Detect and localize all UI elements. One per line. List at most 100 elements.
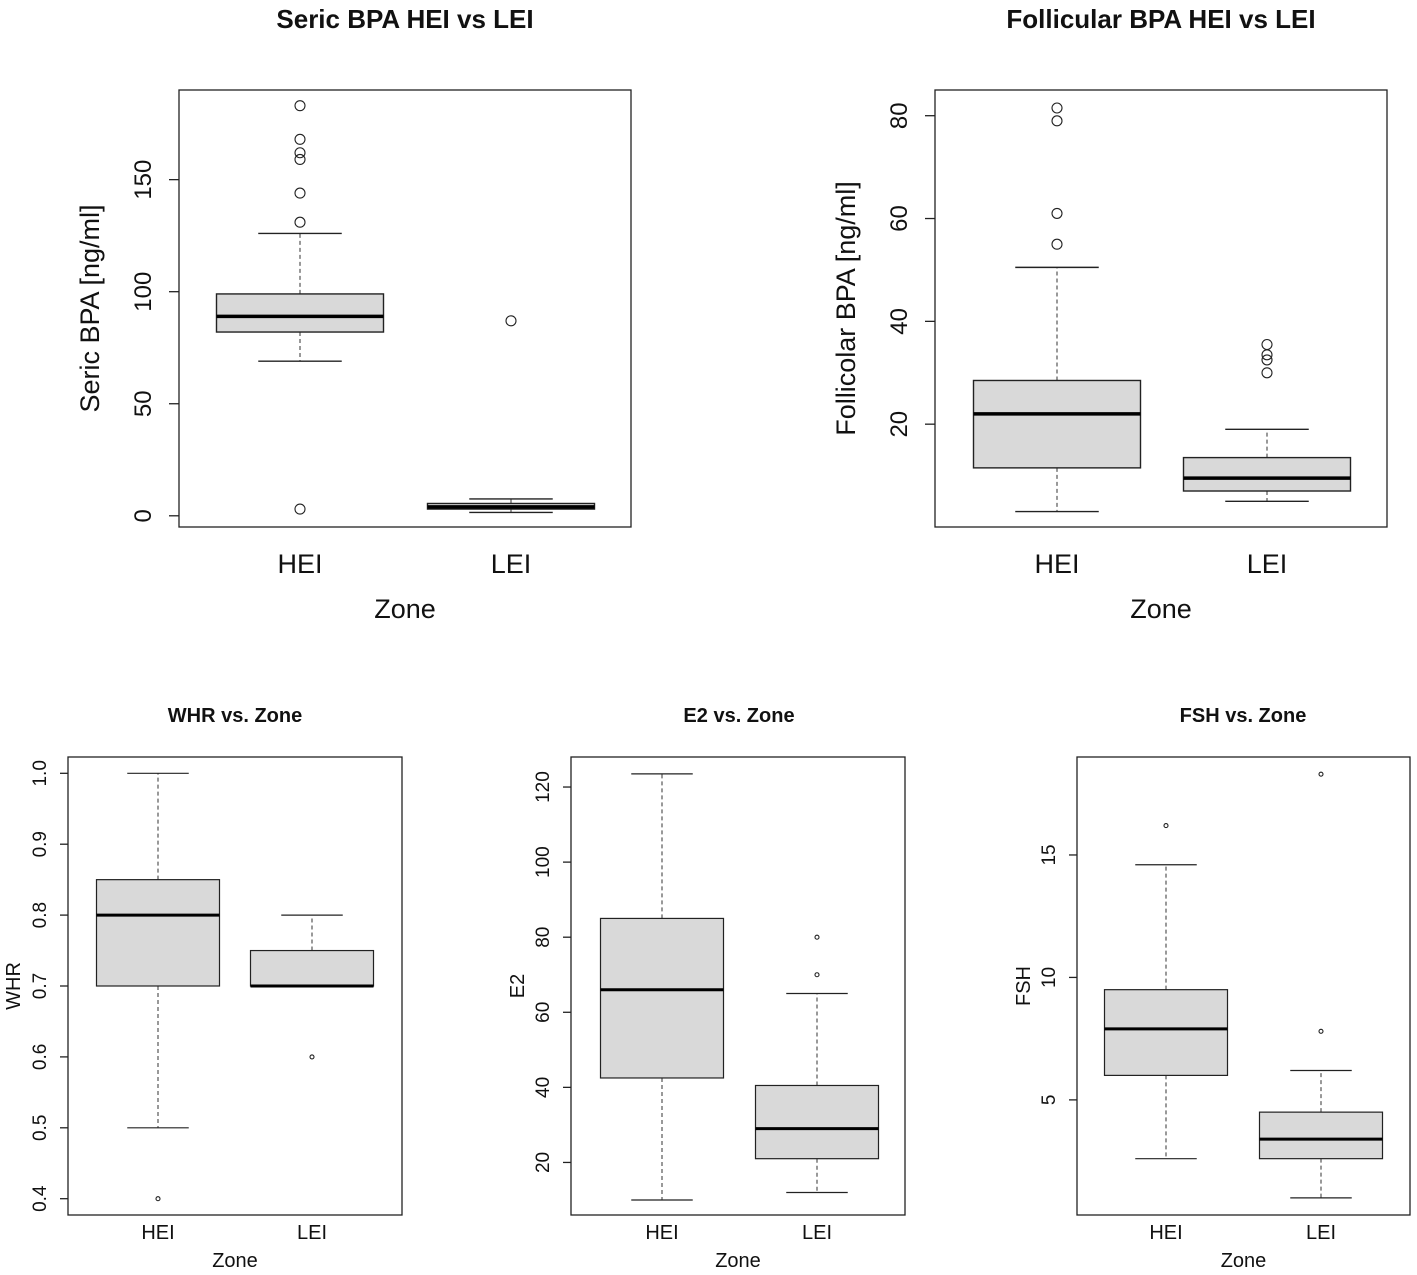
outlier-point [814, 972, 820, 978]
x-tick-label: HEI [645, 1222, 678, 1244]
box-iqr [249, 949, 375, 987]
box-hei [1103, 823, 1229, 1160]
x-tick-label: LEI [297, 1222, 327, 1244]
x-tick-label: LEI [1306, 1222, 1336, 1244]
y-tick-label: 0.7 [30, 973, 51, 999]
outlier-point [1051, 238, 1063, 250]
outlier-point [814, 934, 820, 940]
y-tick-label: 60 [886, 205, 913, 232]
y-tick-label: 120 [533, 771, 554, 803]
box-lei [754, 934, 880, 1194]
box-iqr [95, 879, 221, 987]
outlier-point [309, 1054, 315, 1060]
box-hei [599, 773, 725, 1201]
outlier-point [294, 153, 306, 166]
y-tick-label: 100 [130, 272, 157, 312]
y-axis-label: FSH [1013, 966, 1035, 1006]
outlier-point [505, 315, 517, 327]
x-tick-label: HEI [1149, 1222, 1182, 1244]
outlier-point [1051, 102, 1063, 114]
box-iqr [1258, 1111, 1384, 1160]
outlier-point [294, 216, 306, 228]
box-iqr [215, 293, 385, 333]
x-tick-label: HEI [1034, 549, 1079, 579]
y-axis-label: E2 [507, 974, 529, 998]
y-tick-label: 0.8 [30, 902, 51, 928]
chart-title: FSH vs. Zone [1180, 705, 1307, 727]
outlier-point [294, 503, 306, 515]
chart-title: Follicular BPA HEI vs LEI [1006, 4, 1315, 34]
box-hei [95, 772, 221, 1202]
outlier-point [1051, 207, 1063, 219]
y-tick-label: 1.0 [30, 760, 51, 786]
y-tick-label: 0.9 [30, 831, 51, 857]
box-hei [215, 100, 385, 515]
chart-panel-1: Seric BPA HEI vs LEI 0 50 100 150 Seric BPA [… [75, 4, 632, 624]
outlier-point [1261, 354, 1273, 366]
box-lei [249, 914, 375, 1060]
chart-title: E2 vs. Zone [683, 705, 794, 727]
chart-panel-4: E2 vs. Zone 20 40 60 80 100 120 E2 HEI LEI Zone [507, 705, 906, 1272]
y-tick-label: 40 [533, 1077, 554, 1098]
x-axis-label: Zone [374, 594, 436, 624]
box-iqr [1182, 456, 1352, 492]
box-lei [1182, 338, 1352, 502]
y-tick-label: 0.5 [30, 1115, 51, 1141]
outlier-point [294, 187, 306, 199]
y-tick-label: 50 [130, 390, 157, 417]
chart-panel-3: WHR vs. Zone 0.4 0.5 0.6 0.7 0.8 0.9 1.0 WHR HEI L… [3, 705, 403, 1272]
y-tick-label: 10 [1039, 967, 1060, 988]
plot-frame [934, 89, 1388, 528]
chart-title: WHR vs. Zone [168, 705, 302, 727]
y-tick-label: 80 [533, 927, 554, 948]
y-tick-label: 5 [1039, 1095, 1060, 1106]
outlier-point [294, 100, 306, 112]
y-tick-label: 0.4 [30, 1185, 51, 1212]
outlier-point [1163, 823, 1169, 829]
x-tick-label: LEI [491, 549, 532, 579]
y-tick-label: 150 [130, 160, 157, 200]
box-lei [426, 315, 596, 514]
outlier-point [1318, 771, 1324, 777]
y-tick-label: 15 [1039, 844, 1060, 865]
box-iqr [972, 379, 1142, 469]
x-axis-label: Zone [715, 1250, 761, 1272]
chart-panel-5: FSH vs. Zone 5 10 15 FSH HEI LEI Zone [1013, 705, 1411, 1272]
y-tick-label: 80 [886, 102, 913, 129]
y-tick-label: 20 [533, 1152, 554, 1173]
outlier-point [294, 133, 306, 145]
y-tick-label: 0 [130, 509, 157, 522]
y-tick-label: 60 [533, 1002, 554, 1023]
y-tick-label: 100 [533, 846, 554, 878]
box-iqr [599, 917, 725, 1079]
x-tick-label: HEI [277, 549, 322, 579]
plot-frame [1076, 756, 1411, 1216]
x-axis-label: Zone [212, 1250, 258, 1272]
outlier-point [294, 147, 306, 159]
outlier-point [1051, 115, 1063, 127]
plot-frame [570, 756, 906, 1216]
outlier-point [1261, 367, 1273, 379]
y-axis-label: Seric BPA [ng/ml] [75, 204, 105, 412]
outlier-point [155, 1196, 161, 1202]
box-iqr [1103, 989, 1229, 1076]
y-axis-label: WHR [3, 962, 25, 1010]
x-tick-label: LEI [1247, 549, 1288, 579]
box-hei [972, 102, 1142, 513]
x-tick-label: HEI [141, 1222, 174, 1244]
outlier-point [1318, 1028, 1324, 1034]
box-lei [1258, 771, 1384, 1199]
box-iqr [754, 1084, 880, 1160]
y-tick-label: 0.6 [30, 1044, 51, 1070]
chart-panel-2: Follicular BPA HEI vs LEI 20 40 60 80 Follico… [831, 4, 1388, 624]
x-tick-label: LEI [802, 1222, 832, 1244]
x-axis-label: Zone [1221, 1250, 1267, 1272]
y-tick-label: 40 [886, 308, 913, 335]
y-tick-label: 20 [886, 411, 913, 438]
y-axis-label: Follicolar BPA [ng/ml] [831, 181, 861, 436]
outlier-point [1261, 338, 1273, 351]
chart-title: Seric BPA HEI vs LEI [276, 4, 533, 34]
x-axis-label: Zone [1130, 594, 1192, 624]
plot-frame [178, 89, 632, 528]
